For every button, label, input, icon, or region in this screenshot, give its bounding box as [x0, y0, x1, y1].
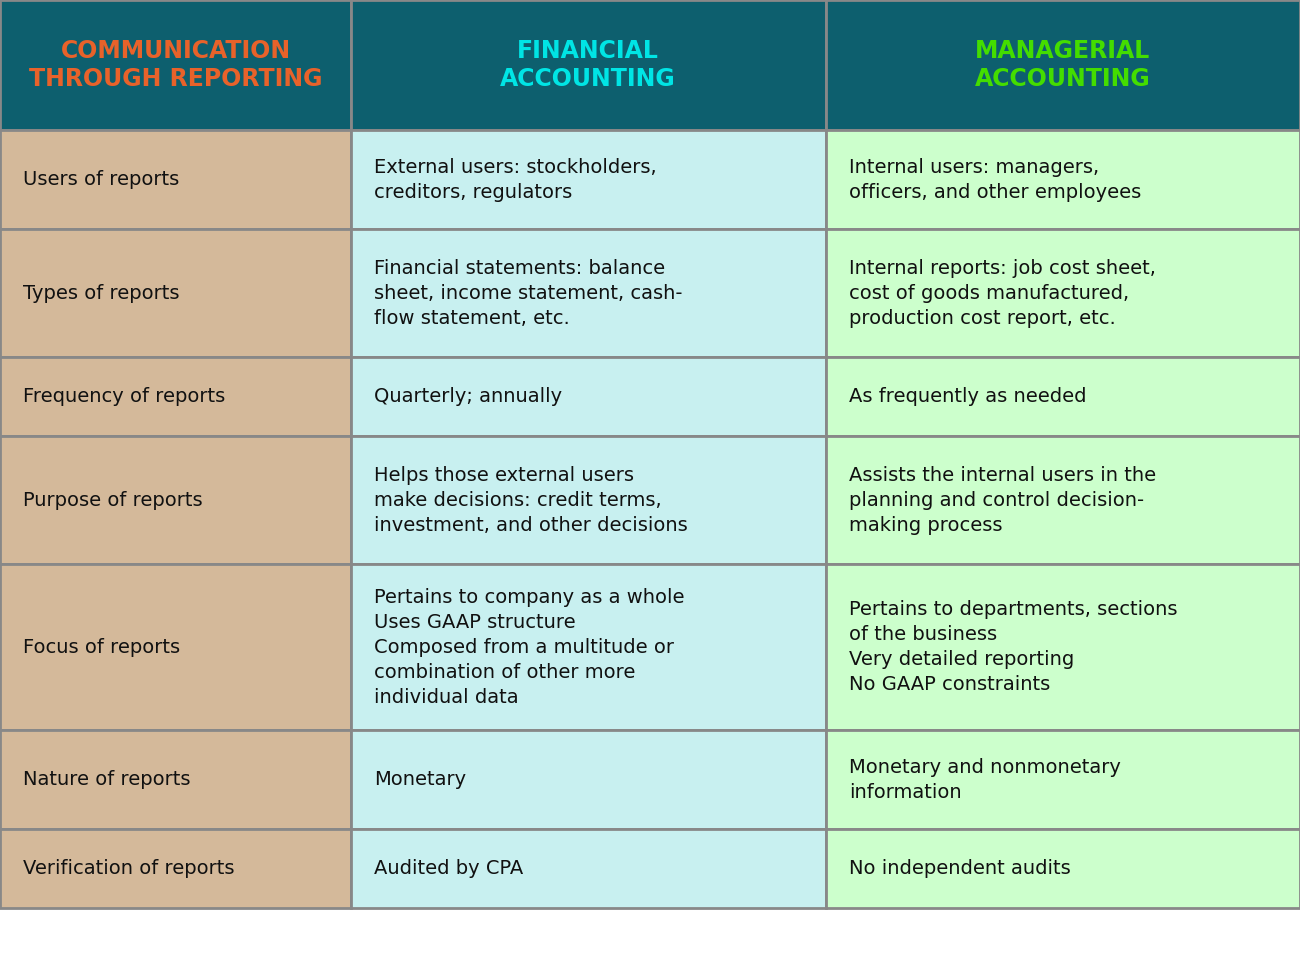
Text: Verification of reports: Verification of reports: [23, 859, 235, 878]
Text: Assists the internal users in the
planning and control decision-
making process: Assists the internal users in the planni…: [849, 466, 1156, 534]
Text: MANAGERIAL
ACCOUNTING: MANAGERIAL ACCOUNTING: [975, 39, 1150, 91]
Bar: [826, 0, 1300, 130]
Text: External users: stockholders,
creditors, regulators: External users: stockholders, creditors,…: [374, 158, 656, 201]
Bar: [826, 436, 1300, 564]
Bar: [0, 730, 351, 829]
Text: Monetary and nonmonetary
information: Monetary and nonmonetary information: [849, 758, 1121, 801]
Bar: [0, 130, 351, 229]
Bar: [351, 0, 826, 130]
Text: Quarterly; annually: Quarterly; annually: [374, 387, 563, 406]
Bar: [0, 564, 351, 730]
Text: Pertains to company as a whole
Uses GAAP structure
Composed from a multitude or
: Pertains to company as a whole Uses GAAP…: [374, 587, 685, 707]
Text: Audited by CPA: Audited by CPA: [374, 859, 524, 878]
Bar: [826, 564, 1300, 730]
Text: Purpose of reports: Purpose of reports: [23, 491, 203, 509]
Text: No independent audits: No independent audits: [849, 859, 1071, 878]
Bar: [0, 436, 351, 564]
Text: FINANCIAL
ACCOUNTING: FINANCIAL ACCOUNTING: [500, 39, 676, 91]
Bar: [351, 564, 826, 730]
Bar: [826, 229, 1300, 357]
Text: Monetary: Monetary: [374, 770, 467, 789]
Text: Internal reports: job cost sheet,
cost of goods manufactured,
production cost re: Internal reports: job cost sheet, cost o…: [849, 259, 1156, 327]
Text: Helps those external users
make decisions: credit terms,
investment, and other d: Helps those external users make decision…: [374, 466, 688, 534]
Text: Frequency of reports: Frequency of reports: [23, 387, 226, 406]
Bar: [351, 829, 826, 908]
Text: Types of reports: Types of reports: [23, 284, 179, 302]
Bar: [0, 357, 351, 436]
Bar: [351, 357, 826, 436]
Text: Nature of reports: Nature of reports: [23, 770, 191, 789]
Text: Internal users: managers,
officers, and other employees: Internal users: managers, officers, and …: [849, 158, 1141, 201]
Text: Financial statements: balance
sheet, income statement, cash-
flow statement, etc: Financial statements: balance sheet, inc…: [374, 259, 682, 327]
Bar: [351, 229, 826, 357]
Bar: [826, 829, 1300, 908]
Bar: [0, 0, 351, 130]
Bar: [351, 730, 826, 829]
Bar: [826, 357, 1300, 436]
Text: COMMUNICATION
THROUGH REPORTING: COMMUNICATION THROUGH REPORTING: [29, 39, 322, 91]
Bar: [0, 229, 351, 357]
Bar: [826, 730, 1300, 829]
Bar: [0, 829, 351, 908]
Bar: [351, 130, 826, 229]
Bar: [826, 130, 1300, 229]
Text: Users of reports: Users of reports: [23, 170, 179, 189]
Text: Pertains to departments, sections
of the business
Very detailed reporting
No GAA: Pertains to departments, sections of the…: [849, 600, 1178, 694]
Text: Focus of reports: Focus of reports: [23, 638, 181, 657]
Text: As frequently as needed: As frequently as needed: [849, 387, 1087, 406]
Bar: [351, 436, 826, 564]
